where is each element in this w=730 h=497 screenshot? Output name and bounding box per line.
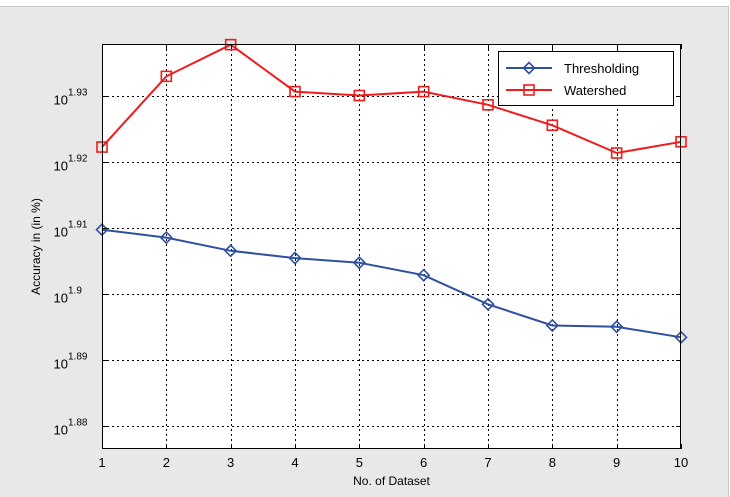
x-tick-label: 5 bbox=[356, 455, 363, 470]
x-tick-label: 6 bbox=[420, 455, 427, 470]
x-tick-label: 7 bbox=[484, 455, 491, 470]
legend-label: Thresholding bbox=[564, 61, 639, 76]
diamond-marker bbox=[288, 251, 302, 265]
ticks-layer bbox=[102, 44, 682, 449]
square-marker bbox=[482, 98, 494, 111]
plot-area bbox=[102, 44, 681, 449]
diamond-marker bbox=[610, 320, 624, 334]
y-tick-exponent: 1.93 bbox=[68, 88, 88, 99]
diamond-marker bbox=[545, 318, 559, 333]
plot-border bbox=[102, 44, 681, 449]
y-tick-label: 10 bbox=[54, 93, 68, 108]
y-tick-exponent: 1.91 bbox=[68, 220, 88, 231]
legend-label: Watershed bbox=[564, 83, 626, 98]
diamond-marker bbox=[417, 268, 431, 282]
series-layer bbox=[95, 38, 688, 344]
x-tick-label: 10 bbox=[674, 455, 688, 470]
legend-item: Watershed bbox=[506, 83, 626, 98]
y-tick-label: 10 bbox=[54, 225, 68, 240]
x-axis-label: No. of Dataset bbox=[353, 474, 430, 488]
legend: Thresholding Watershed bbox=[498, 51, 674, 106]
y-tick-label: 10 bbox=[54, 291, 68, 306]
square-marker bbox=[610, 147, 623, 159]
square-marker bbox=[417, 85, 430, 98]
legend-item: Thresholding bbox=[506, 61, 639, 76]
x-tick-label: 8 bbox=[549, 455, 556, 470]
square-marker bbox=[546, 119, 559, 132]
x-tick-label: 1 bbox=[98, 455, 105, 470]
square-marker bbox=[289, 85, 301, 98]
square-marker bbox=[353, 89, 366, 102]
y-tick-exponent: 1.92 bbox=[68, 154, 88, 165]
x-tick-label: 3 bbox=[227, 455, 234, 470]
y-axis-label: Accuracy in (in %) bbox=[29, 198, 43, 295]
y-tick-label: 10 bbox=[54, 357, 68, 372]
y-tick-label: 10 bbox=[54, 423, 68, 438]
x-tick-label: 2 bbox=[163, 455, 170, 470]
square-marker bbox=[523, 84, 535, 96]
x-tick-label: 4 bbox=[291, 455, 298, 470]
diamond-marker bbox=[522, 61, 536, 75]
diamond-marker bbox=[481, 297, 495, 311]
y-tick-exponent: 1.88 bbox=[68, 418, 88, 429]
grid-lines bbox=[102, 44, 681, 449]
y-tick-exponent: 1.9 bbox=[68, 286, 82, 297]
x-tick-label: 9 bbox=[613, 455, 620, 470]
diamond-marker bbox=[224, 244, 238, 258]
y-tick-label: 10 bbox=[54, 159, 68, 174]
series-line bbox=[101, 228, 682, 339]
y-tick-exponent: 1.89 bbox=[68, 352, 88, 363]
series-line bbox=[101, 43, 682, 155]
diamond-marker bbox=[159, 230, 173, 245]
x-tick-labels: 1 2 3 4 5 6 7 8 9 10 bbox=[98, 455, 688, 470]
square-marker bbox=[160, 70, 173, 83]
legend-box bbox=[498, 51, 674, 106]
diamond-marker bbox=[352, 256, 366, 270]
